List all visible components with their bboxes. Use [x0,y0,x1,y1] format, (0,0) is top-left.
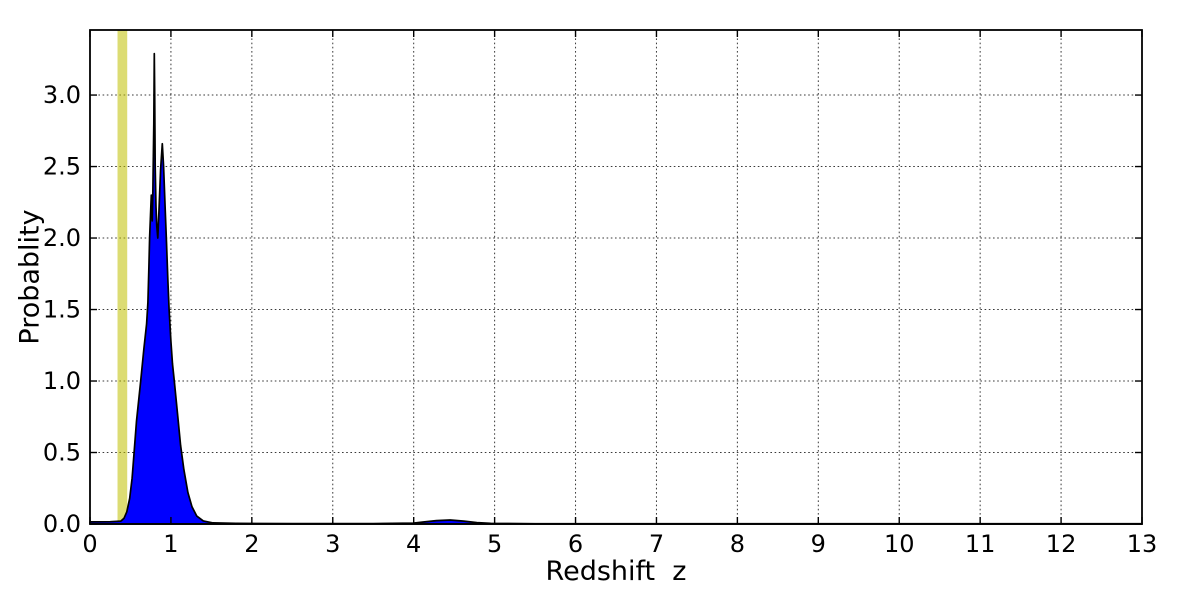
y-tick-label: 0.0 [43,510,81,538]
x-tick-label: 9 [811,530,826,558]
x-tick-label: 7 [649,530,664,558]
y-tick-label: 3.0 [43,81,81,109]
x-axis-label: Redshift z [545,556,687,587]
x-tick-label: 1 [163,530,178,558]
x-tick-label: 8 [730,530,745,558]
y-tick-label: 1.5 [43,296,81,324]
y-axis-label: Probablity [14,209,46,345]
x-tick-label: 5 [487,530,502,558]
x-tick-label: 2 [244,530,259,558]
highlight-band [117,30,128,524]
x-tick-label: 11 [965,530,996,558]
y-tick-label: 0.5 [43,439,81,467]
x-tick-label: 3 [325,530,340,558]
x-tick-label: 0 [82,530,97,558]
x-tick-label: 10 [884,530,915,558]
y-tick-label: 2.0 [43,224,81,252]
x-tick-label: 12 [1046,530,1077,558]
x-tick-label: 13 [1127,530,1158,558]
x-tick-label: 4 [406,530,421,558]
redshift-probability-density [89,52,1143,525]
y-tick-label: 2.5 [43,153,81,181]
x-tick-label: 6 [568,530,583,558]
plot-frame [89,29,1143,525]
y-tick-label: 1.0 [43,367,81,395]
